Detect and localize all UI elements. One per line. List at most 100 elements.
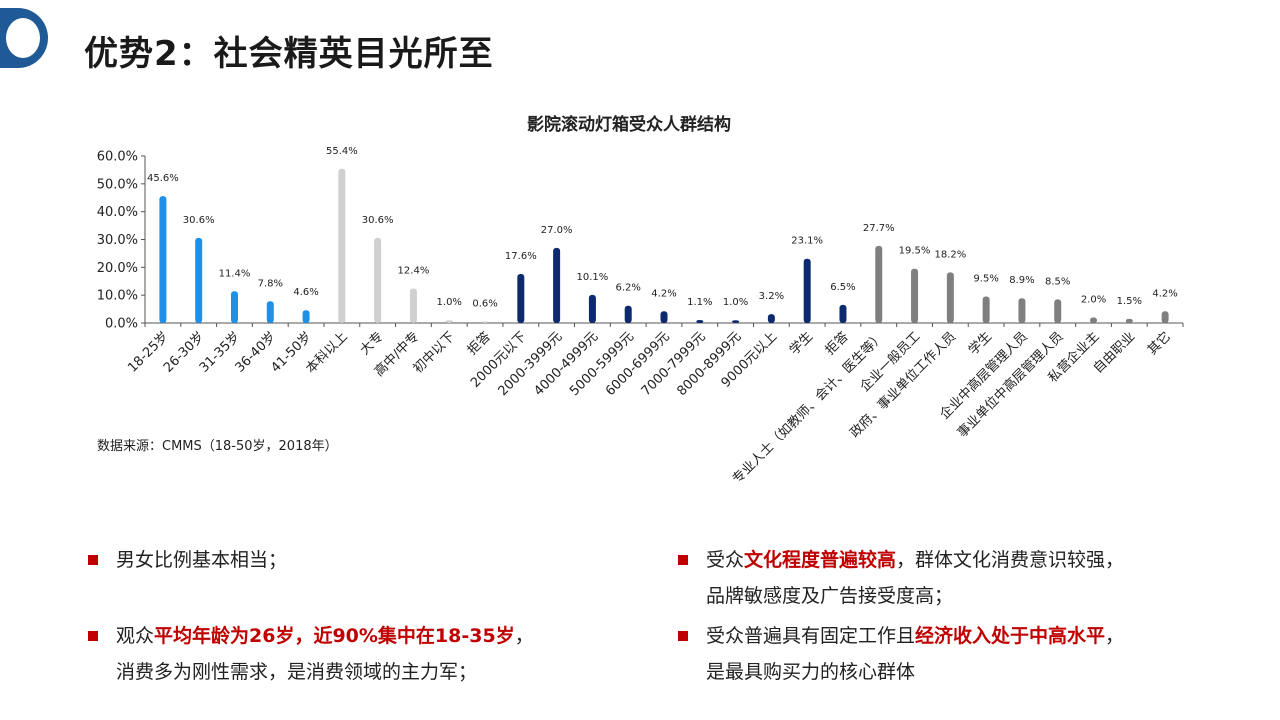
data-label: 23.1% xyxy=(791,236,823,247)
bullet-square-icon xyxy=(88,631,98,641)
y-tick-label: 0.0% xyxy=(105,317,138,332)
data-label: 10.1% xyxy=(577,272,609,283)
bullet-text: 观众 xyxy=(116,625,155,647)
bullet-line: 受众文化程度普遍较高，群体文化消费意识较强， xyxy=(706,542,1124,578)
data-label: 6.2% xyxy=(616,283,641,294)
bullet-line-2: 是最具购买力的核心群体 xyxy=(706,661,916,683)
bullet-gender: 男女比例基本相当； xyxy=(88,542,287,578)
bar xyxy=(624,305,632,323)
bullet-text: 男女比例基本相当； xyxy=(116,549,288,571)
data-label: 1.0% xyxy=(723,297,748,308)
bullet-line: 受众普遍具有固定工作且经济收入处于中高水平， xyxy=(706,618,1124,654)
bullet-highlight: 文化程度普遍较高 xyxy=(744,549,897,571)
data-label: 27.7% xyxy=(863,223,895,234)
bullet-line: 观众平均年龄为26岁，近90%集中在18-35岁， xyxy=(116,618,534,654)
bar xyxy=(982,296,990,323)
bar xyxy=(1161,311,1169,323)
bullet-income: 受众普遍具有固定工作且经济收入处于中高水平， 是最具购买力的核心群体 xyxy=(678,618,1124,690)
bar xyxy=(445,320,453,323)
data-label: 1.1% xyxy=(687,297,712,308)
data-label: 9.5% xyxy=(973,274,998,285)
bar xyxy=(588,294,596,323)
y-tick-label: 60.0% xyxy=(97,150,138,165)
category-label: 学生 xyxy=(786,329,816,359)
bullet-text: 受众 xyxy=(706,549,745,571)
data-label: 6.5% xyxy=(830,282,855,293)
data-label: 1.0% xyxy=(437,297,462,308)
bullet-text: ，群体文化消费意识较强， xyxy=(896,549,1125,571)
data-label: 3.2% xyxy=(759,291,784,302)
bullet-square-icon xyxy=(88,555,98,565)
category-label: 学生 xyxy=(965,329,995,359)
bar xyxy=(660,311,668,323)
bar xyxy=(767,314,775,323)
bar xyxy=(195,237,203,323)
data-label: 8.5% xyxy=(1045,276,1070,287)
bar xyxy=(911,268,919,323)
bar xyxy=(1090,317,1098,323)
y-tick-label: 10.0% xyxy=(97,289,138,304)
data-label: 30.6% xyxy=(183,215,215,226)
bar xyxy=(732,320,740,323)
y-tick-label: 30.0% xyxy=(97,233,138,248)
bar xyxy=(839,304,847,323)
data-label: 55.4% xyxy=(326,146,358,157)
category-label: 拒答 xyxy=(464,329,494,359)
bar xyxy=(481,321,489,323)
data-label: 1.5% xyxy=(1117,296,1142,307)
page-title: 优势2：社会精英目光所至 xyxy=(84,34,494,74)
category-label: 大专 xyxy=(357,329,386,358)
bullet-line-2: 品牌敏感度及广告接受度高； xyxy=(706,585,954,607)
chart-title: 影院滚动灯箱受众人群结构 xyxy=(527,114,731,135)
bar xyxy=(159,196,167,323)
source-note: 数据来源：CMMS（18-50岁，2018年） xyxy=(97,439,338,454)
data-label: 30.6% xyxy=(362,215,394,226)
bullet-text: 受众普遍具有固定工作且 xyxy=(706,625,916,647)
bar xyxy=(1018,298,1026,323)
bullet-text: ， xyxy=(514,625,534,647)
y-tick-label: 20.0% xyxy=(97,261,138,276)
bar xyxy=(1125,318,1133,323)
data-label: 12.4% xyxy=(398,265,430,276)
bar xyxy=(517,274,525,323)
data-label: 8.9% xyxy=(1009,275,1034,286)
bullet-text: ， xyxy=(1105,625,1125,647)
bullet-line-2: 消费多为刚性需求，是消费领域的主力军； xyxy=(116,661,478,683)
data-label: 7.8% xyxy=(258,278,283,289)
bar xyxy=(374,237,382,323)
data-label: 4.6% xyxy=(293,287,318,298)
bullet-age: 观众平均年龄为26岁，近90%集中在18-35岁， 消费多为刚性需求，是消费领域… xyxy=(88,618,534,690)
data-label: 11.4% xyxy=(219,268,251,279)
y-tick-label: 40.0% xyxy=(97,205,138,220)
bar xyxy=(409,288,417,323)
bullet-highlight: 经济收入处于中高水平 xyxy=(915,625,1106,647)
bar xyxy=(553,247,561,323)
bullet-line: 男女比例基本相当； xyxy=(116,542,287,578)
data-label: 27.0% xyxy=(541,225,573,236)
bar-chart: 影院滚动灯箱受众人群结构 0.0% 10.0% 20.0% 30.0% 40.0% 50.0… xyxy=(97,114,1184,487)
bar xyxy=(338,168,346,323)
bar xyxy=(803,258,811,323)
data-label: 2.0% xyxy=(1081,294,1106,305)
bullet-education: 受众文化程度普遍较高，群体文化消费意识较强， 品牌敏感度及广告接受度高； xyxy=(678,542,1124,614)
data-label: 4.2% xyxy=(1152,288,1177,299)
data-label: 18.2% xyxy=(934,249,966,260)
bullet-highlight: 平均年龄为26岁，近90%集中在18-35岁 xyxy=(154,625,515,647)
bar xyxy=(946,272,954,323)
bar xyxy=(1054,299,1062,323)
bar xyxy=(266,301,274,323)
category-label: 其它 xyxy=(1144,329,1174,359)
data-label: 45.6% xyxy=(147,173,179,184)
category-label: 拒答 xyxy=(822,329,852,359)
bullet-square-icon xyxy=(678,631,688,641)
data-label: 4.2% xyxy=(651,288,676,299)
bar xyxy=(875,245,883,323)
data-label: 0.6% xyxy=(472,298,497,309)
bar xyxy=(230,291,238,323)
data-label: 17.6% xyxy=(505,251,537,262)
bar xyxy=(696,319,704,323)
bar xyxy=(302,310,310,323)
logo-circle-icon xyxy=(0,8,48,68)
data-label: 19.5% xyxy=(899,246,931,257)
bullet-square-icon xyxy=(678,555,688,565)
